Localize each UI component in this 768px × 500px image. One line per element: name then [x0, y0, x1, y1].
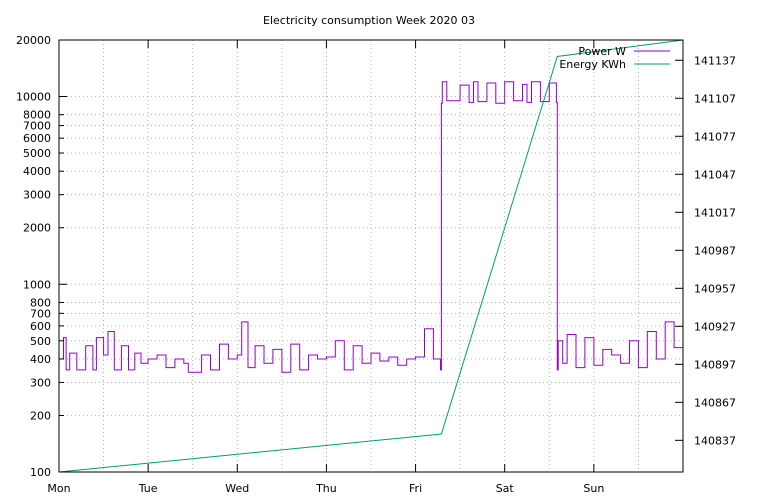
y-left-tick-label: 200 [30, 409, 51, 422]
y-left-tick-label: 100 [30, 466, 51, 479]
x-tick-label: Tue [138, 482, 158, 495]
y-right-tick-label: 140987 [694, 244, 736, 257]
y-right-tick-label: 141047 [694, 168, 736, 181]
y-left-tick-label: 4000 [23, 165, 51, 178]
y-right-tick-label: 141077 [694, 130, 736, 143]
y-left-tick-label: 20000 [16, 34, 51, 47]
legend: Power W Energy KWh [559, 45, 670, 71]
y-left-tick-label: 10000 [16, 91, 51, 104]
x-tick-label: Thu [315, 482, 337, 495]
y-right-tick-label: 140927 [694, 320, 736, 333]
y-left-tick-label: 300 [30, 376, 51, 389]
x-tick-label: Wed [225, 482, 249, 495]
y-left-tick-label: 6000 [23, 132, 51, 145]
y-left-tick-label: 5000 [23, 147, 51, 160]
y-left-tick-label: 700 [30, 307, 51, 320]
y-left-tick-label: 400 [30, 353, 51, 366]
series-layer [58, 39, 684, 473]
legend-label-power: Power W [578, 45, 626, 58]
x-tick-label: Sun [583, 482, 604, 495]
y-left-tick-label: 600 [30, 320, 51, 333]
y-right-tick-label: 141017 [694, 206, 736, 219]
plot-frame [58, 39, 684, 473]
chart-title: Electricity consumption Week 2020 03 [263, 14, 475, 27]
x-tick-label: Mon [47, 482, 70, 495]
y-right-tick-label: 141107 [694, 92, 736, 105]
y-left-tick-label: 8000 [23, 109, 51, 122]
y-left-tick-label: 1000 [23, 278, 51, 291]
y-right-tick-label: 140837 [694, 434, 736, 447]
x-tick-label: Fri [409, 482, 422, 495]
y-right-tick-label: 140867 [694, 396, 736, 409]
grid-layer [59, 40, 683, 472]
y-left-tick-label: 3000 [23, 189, 51, 202]
y-right-tick-label: 140957 [694, 282, 736, 295]
series-power-line [59, 81, 684, 373]
y-right-tick-label: 140897 [694, 358, 736, 371]
y-left-tick-label: 500 [30, 335, 51, 348]
series-energy-line [58, 39, 684, 473]
y-left-tick-label: 2000 [23, 222, 51, 235]
y-left-tick-label: 7000 [23, 120, 51, 133]
y-right-tick-label: 141137 [694, 54, 736, 67]
legend-label-energy: Energy KWh [559, 58, 626, 71]
y-left-tick-label: 800 [30, 296, 51, 309]
x-tick-label: Sat [496, 482, 515, 495]
